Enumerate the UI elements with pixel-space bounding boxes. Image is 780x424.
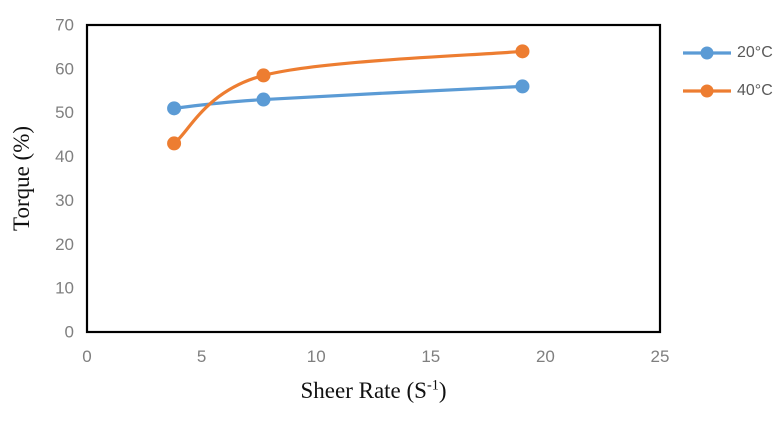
legend-label-40c: 40°C [737, 81, 773, 99]
series-line-1 [172, 49, 525, 146]
series-0-marker [167, 101, 182, 116]
x-tick-label: 15 [421, 347, 440, 366]
y-tick-label: 30 [55, 191, 74, 210]
y-tick-label: 10 [55, 279, 74, 298]
series-line-0 [172, 84, 525, 110]
x-tick-label: 20 [536, 347, 555, 366]
series-0-marker [256, 92, 271, 107]
x-tick-label: 5 [197, 347, 206, 366]
y-tick-label: 70 [55, 16, 74, 35]
y-axis-title: Torque (%) [9, 125, 34, 232]
plot-border [85, 23, 662, 334]
y-tick-label: 60 [55, 59, 74, 78]
series-1-marker [167, 136, 182, 151]
legend-item-40c: 40°C [682, 80, 773, 101]
x-tick-label: 0 [82, 347, 91, 366]
legend-marker-20c-icon [683, 46, 731, 59]
series-1-marker [256, 68, 271, 83]
y-tick-label: 0 [65, 323, 74, 342]
x-axis-title: Sheer Rate (S-1) [87, 378, 660, 404]
series-1-marker [515, 44, 530, 59]
x-axis-title-close-paren: ) [438, 378, 447, 403]
x-axis-title-superscript: -1 [426, 377, 439, 394]
series-0-marker [515, 79, 530, 94]
legend: 20°C 40°C [682, 42, 773, 101]
y-tick-label: 20 [55, 235, 74, 254]
y-tick-label: 50 [55, 103, 74, 122]
legend-label-20c: 20°C [737, 43, 773, 61]
x-tick-label: 25 [651, 347, 670, 366]
x-tick-label: 10 [307, 347, 326, 366]
legend-marker-40c-icon [683, 84, 731, 97]
y-tick-label: 40 [55, 147, 74, 166]
x-axis-title-text: Sheer Rate (S [300, 378, 427, 403]
legend-item-20c: 20°C [682, 42, 773, 63]
